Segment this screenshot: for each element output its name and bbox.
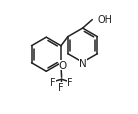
- Text: F: F: [50, 77, 56, 87]
- Text: OH: OH: [97, 15, 112, 25]
- Text: N: N: [79, 58, 87, 68]
- Text: F: F: [58, 82, 64, 92]
- Text: F: F: [67, 77, 72, 87]
- Text: O: O: [59, 60, 67, 70]
